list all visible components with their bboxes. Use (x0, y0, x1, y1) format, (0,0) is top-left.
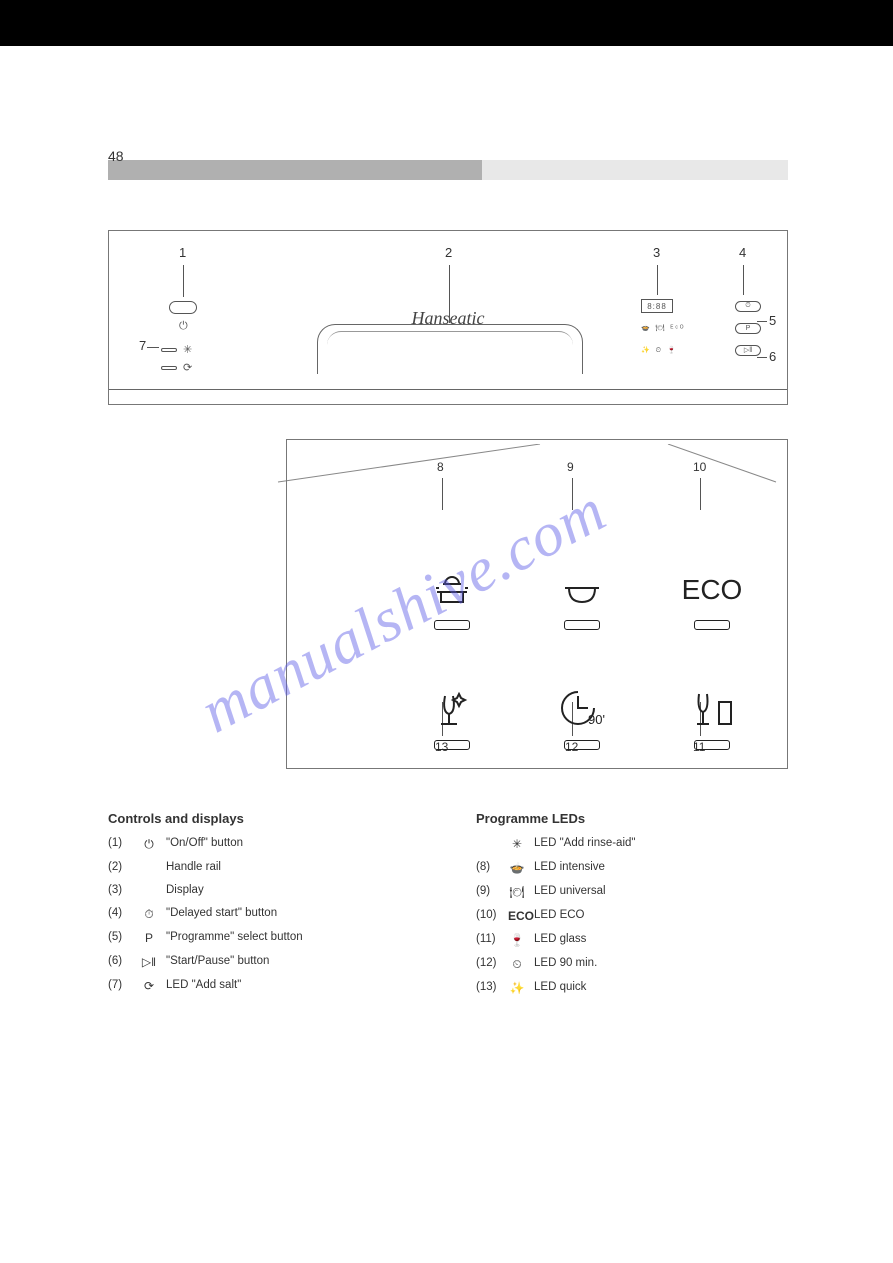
legend-item: (4)⏱"Delayed start" button (108, 905, 420, 923)
callout-5: 5 (769, 313, 776, 328)
panel-baseline (109, 389, 787, 390)
section-bar-dark (108, 160, 482, 180)
handle-rail-inner (327, 331, 573, 371)
glass-tumbler-icon (689, 688, 735, 732)
prog-mini-icons-row1: 🍲 🍽 ᴱᶜᴼ (641, 324, 685, 332)
pointer-10 (700, 478, 701, 510)
programme-led-detail: 8 9 10 13 12 11 ECO (286, 439, 788, 769)
led-indicator (694, 620, 730, 630)
led-bar (161, 366, 177, 370)
refresh-icon: ⟳ (140, 977, 158, 995)
p-icon: P (140, 929, 158, 947)
led-indicator (434, 620, 470, 630)
clock-icon: ⏱ (140, 905, 158, 923)
legend-item: (12)⏲LED 90 min. (476, 955, 788, 973)
callout-8: 8 (437, 460, 444, 474)
callout-2: 2 (445, 245, 452, 260)
power-icon: ⏻ (140, 835, 158, 853)
led-indicator (694, 740, 730, 750)
pointer-5 (757, 321, 767, 322)
pointer-8 (442, 478, 443, 510)
clock-90-icon: 90' (558, 688, 606, 732)
prog-intensive (407, 510, 497, 630)
sparkle-glass-icon (431, 688, 473, 732)
callout-1: 1 (179, 245, 186, 260)
legend-item: (9)🍽LED universal (476, 883, 788, 901)
display-cluster: 8:88 ⏱ 🍲 🍽 ᴱᶜᴼ P ✨ ⏲ 🍷 ▷‖ (641, 295, 761, 361)
section-heading-bar (108, 160, 788, 180)
pointer-1 (183, 265, 184, 297)
led-salt-row: ⟳ (161, 361, 192, 374)
eco-icon: ECO (682, 574, 743, 606)
pointer-7 (147, 347, 159, 348)
segment-display: 8:88 (641, 299, 673, 313)
legend-item: (3)Display (108, 882, 420, 899)
led-indicator (434, 740, 470, 750)
legend-item: (11)🍷LED glass (476, 931, 788, 949)
programme-grid: ECO 90' (407, 510, 757, 750)
glass-icon: 🍷 (508, 931, 526, 949)
legend-item: (5)P"Programme" select button (108, 929, 420, 947)
legend-item: (13)✨LED quick (476, 979, 788, 997)
pointer-3 (657, 265, 658, 295)
prog-universal (537, 510, 627, 630)
power-button (169, 301, 197, 314)
sun-icon: ✳ (183, 343, 192, 356)
prog-quick (407, 630, 497, 750)
pot-icon (431, 568, 473, 612)
prog-mini-icons-row2: ✨ ⏲ 🍷 (641, 346, 678, 355)
page-number: 48 (108, 148, 124, 164)
right-column: Programme LEDs ✳LED "Add rinse-aid" (8)🍲… (476, 809, 788, 1003)
callout-7: 7 (139, 338, 146, 353)
delay-button: ⏱ (735, 301, 761, 312)
pot-icon: 🍲 (508, 859, 526, 877)
led-indicator (564, 740, 600, 750)
page-body: 48 Your appliance at a glance 1 ⏻ ✳ ⟳ 7 … (0, 46, 893, 1043)
control-panel-diagram: 1 ⏻ ✳ ⟳ 7 2 Hanseatic 8:88 ⏱ 🍲 🍽 ᴱᶜᴼ P (108, 230, 788, 405)
callout-10: 10 (693, 460, 706, 474)
start-pause-button: ▷‖ (735, 345, 761, 356)
pointer-4 (743, 265, 744, 295)
play-pause-icon: ▷‖ (140, 953, 158, 971)
pointer-9 (572, 478, 573, 510)
prog-eco: ECO (667, 510, 757, 630)
svg-text:90': 90' (588, 712, 605, 727)
p-icon: P (746, 325, 751, 332)
right-heading: Programme LEDs (476, 809, 788, 829)
bowl-icon (561, 568, 603, 612)
callout-9: 9 (567, 460, 574, 474)
prog-90min: 90' (537, 630, 627, 750)
sun-icon: ✳ (508, 835, 526, 853)
prog-glass (667, 630, 757, 750)
legend-columns: Controls and displays (1)⏻"On/Off" butto… (108, 809, 788, 1003)
sparkle-icon: ✨ (508, 979, 526, 997)
timer-icon: ⏲ (508, 955, 526, 973)
left-column: Controls and displays (1)⏻"On/Off" butto… (108, 809, 420, 1003)
bowl-icon: 🍽 (508, 883, 526, 901)
clock-icon: ⏱ (745, 302, 750, 310)
legend-item: (1)⏻"On/Off" button (108, 835, 420, 853)
section-bar-light (482, 160, 788, 180)
power-icon: ⏻ (179, 320, 188, 333)
legend-item: (6)▷‖"Start/Pause" button (108, 953, 420, 971)
section-title: Your appliance at a glance (118, 201, 324, 219)
refresh-icon: ⟳ (183, 361, 192, 374)
programme-button: P (735, 323, 761, 334)
led-indicator (564, 620, 600, 630)
legend-item: (2)Handle rail (108, 859, 420, 876)
legend-item: (7)⟳LED "Add salt" (108, 977, 420, 995)
legend-item: (8)🍲LED intensive (476, 859, 788, 877)
callout-4: 4 (739, 245, 746, 260)
left-heading: Controls and displays (108, 809, 420, 829)
top-black-bar (0, 0, 893, 46)
callout-6: 6 (769, 349, 776, 364)
pointer-6 (757, 357, 767, 358)
callout-3: 3 (653, 245, 660, 260)
legend-item: ✳LED "Add rinse-aid" (476, 835, 788, 853)
led-rinse-aid-row: ✳ (161, 343, 192, 356)
eco-icon: ECO (508, 907, 526, 925)
play-pause-icon: ▷‖ (744, 346, 752, 354)
led-bar (161, 348, 177, 352)
legend-item: (10)ECOLED ECO (476, 907, 788, 925)
